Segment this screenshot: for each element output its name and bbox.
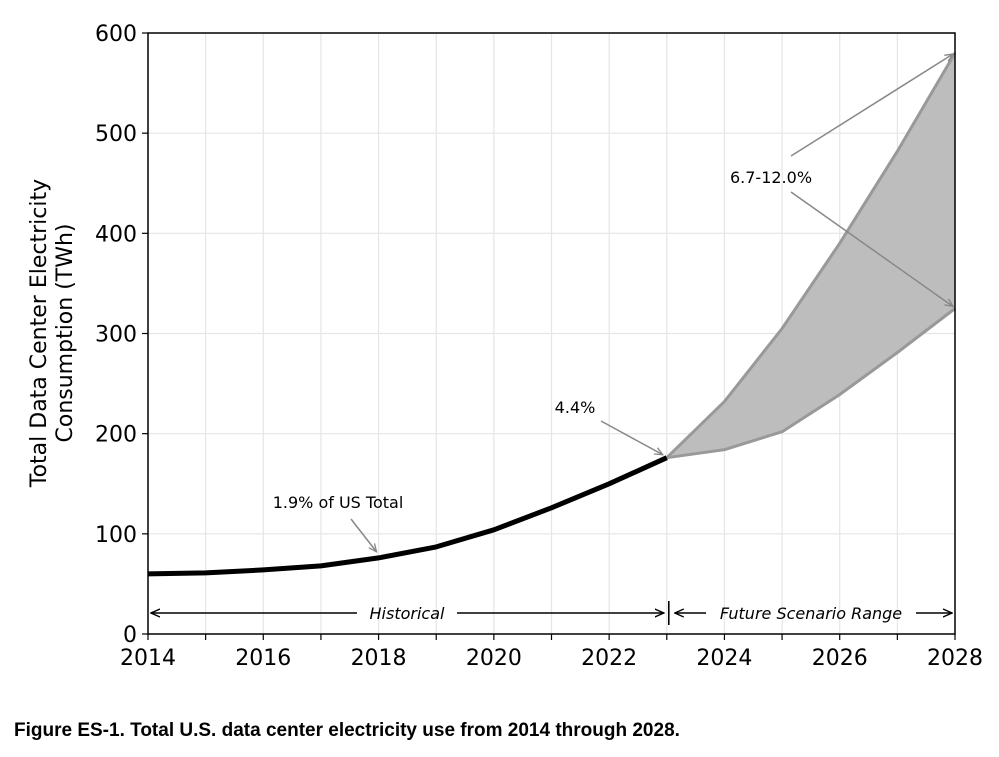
annotation-arrow-2 — [600, 420, 663, 455]
x-tick-label: 2014 — [120, 646, 176, 671]
range-indicators: Historical Future Scenario Range — [151, 601, 952, 625]
y-tick-label: 500 — [95, 122, 137, 147]
y-tick-label: 200 — [95, 423, 137, 448]
scenario-range-fill — [666, 53, 955, 458]
scenario-low-edge — [666, 307, 956, 460]
x-tick-label: 2024 — [696, 646, 752, 671]
historical-label: Historical — [370, 604, 446, 623]
annotation-us-total-share: 1.9% of US Total — [273, 493, 404, 512]
x-tick-label: 2026 — [812, 646, 868, 671]
x-axis: 2014 2016 2018 2020 2022 2024 2026 2028 — [120, 634, 983, 671]
y-tick-label: 600 — [95, 22, 137, 47]
future-scenario-label: Future Scenario Range — [720, 604, 902, 623]
chart-area: 2014 2016 2018 2020 2022 2024 2026 2028 0 100 200… — [27, 22, 983, 671]
annotation-arrow-low — [790, 191, 953, 306]
historical-series — [147, 455, 668, 577]
scenario-range-band — [665, 52, 957, 460]
y-tick-label: 100 — [95, 523, 137, 548]
y-axis: 0 100 200 300 400 500 600 — [95, 22, 148, 648]
historical-line — [147, 455, 668, 577]
annotation-arrow-1 — [350, 518, 377, 552]
x-tick-label: 2028 — [927, 646, 983, 671]
y-tick-label: 400 — [95, 222, 137, 247]
annotations: 1.9% of US Total 4.4% 6.7-12.0% — [273, 54, 953, 552]
y-tick-label: 300 — [95, 323, 137, 348]
annotation-2028-share: 6.7-12.0% — [730, 168, 812, 187]
x-tick-label: 2022 — [581, 646, 637, 671]
figure-caption: Figure ES-1. Total U.S. data center elec… — [14, 720, 680, 741]
y-tick-label: 0 — [123, 623, 137, 648]
annotation-arrow-high — [790, 54, 953, 157]
y-axis-title-line1: Total Data Center Electricity — [27, 179, 52, 488]
x-tick-label: 2018 — [351, 646, 407, 671]
x-tick-label: 2020 — [466, 646, 522, 671]
y-axis-title-line2: Consumption (TWh) — [53, 223, 78, 442]
annotation-2023-share: 4.4% — [555, 398, 596, 417]
scenario-high-edge — [665, 52, 957, 459]
x-tick-label: 2016 — [235, 646, 291, 671]
